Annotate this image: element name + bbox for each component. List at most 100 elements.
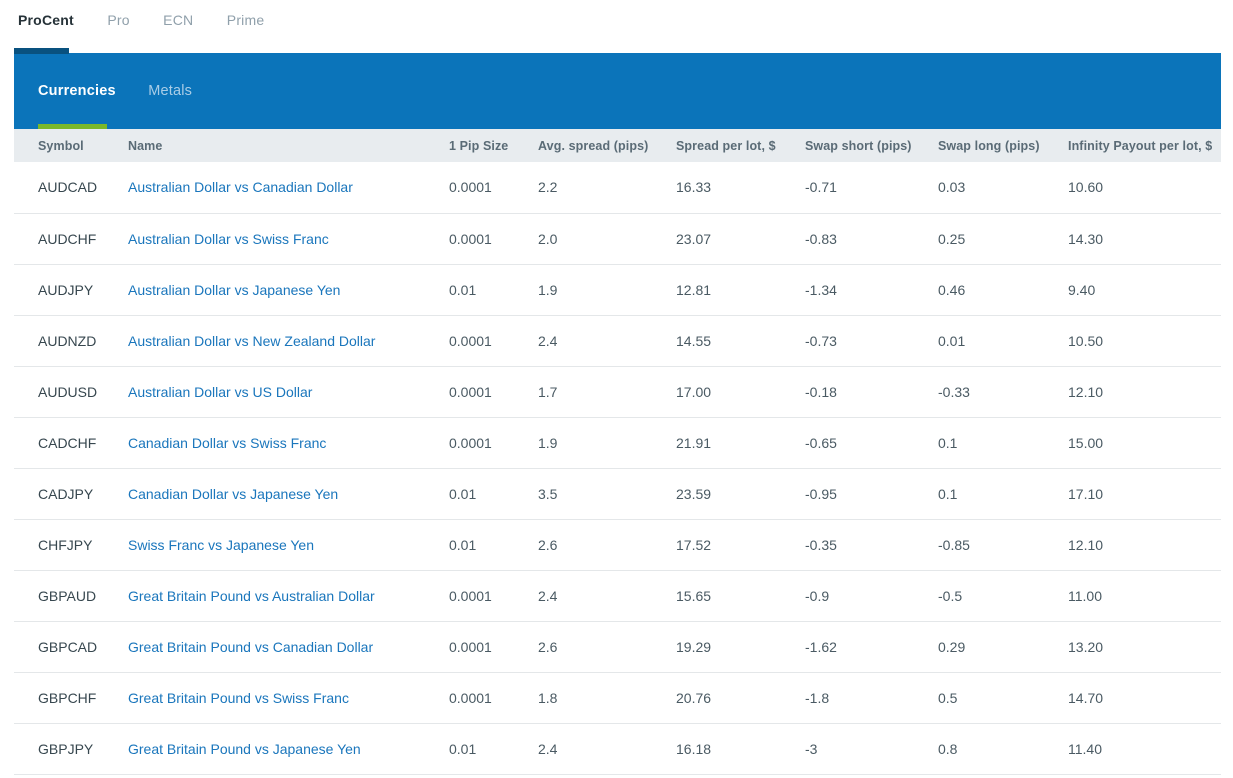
table-row: GBPCADGreat Britain Pound vs Canadian Do… (14, 621, 1221, 672)
tab-ecn[interactable]: ECN (163, 12, 193, 28)
swap-long-cell: 0.29 (938, 621, 1068, 672)
name-cell: Great Britain Pound vs Swiss Franc (128, 672, 449, 723)
swap-short-cell: -0.95 (805, 468, 938, 519)
pip-size-cell: 0.01 (449, 723, 538, 774)
instrument-link[interactable]: Great Britain Pound vs Australian Dollar (128, 588, 375, 604)
avg-spread-cell: 2.4 (538, 570, 676, 621)
instrument-tabs: Currencies Metals (14, 53, 1221, 100)
pip-size-cell: 0.0001 (449, 417, 538, 468)
swap-short-cell: -1.62 (805, 621, 938, 672)
swap-long-cell: 0.1 (938, 417, 1068, 468)
swap-short-cell: -0.9 (805, 570, 938, 621)
swap-short-cell: -0.83 (805, 213, 938, 264)
swap-long-cell: -0.85 (938, 519, 1068, 570)
symbol-cell: GBPCHF (14, 672, 128, 723)
name-cell: Canadian Dollar vs Swiss Franc (128, 417, 449, 468)
avg-spread-cell: 1.8 (538, 672, 676, 723)
instrument-link[interactable]: Australian Dollar vs Swiss Franc (128, 231, 329, 247)
infinity-payout-cell: 17.10 (1068, 468, 1221, 519)
instrument-link[interactable]: Australian Dollar vs New Zealand Dollar (128, 333, 375, 349)
table-row: CADJPYCanadian Dollar vs Japanese Yen0.0… (14, 468, 1221, 519)
symbol-cell: AUDNZD (14, 315, 128, 366)
infinity-payout-cell: 14.30 (1068, 213, 1221, 264)
swap-short-cell: -0.18 (805, 366, 938, 417)
instrument-link[interactable]: Australian Dollar vs US Dollar (128, 384, 312, 400)
avg-spread-cell: 1.9 (538, 417, 676, 468)
pip-size-cell: 0.01 (449, 519, 538, 570)
avg-spread-cell: 2.2 (538, 162, 676, 213)
pip-size-cell: 0.0001 (449, 672, 538, 723)
name-cell: Great Britain Pound vs Canadian Dollar (128, 621, 449, 672)
tab-metals[interactable]: Metals (148, 83, 192, 99)
col-header-symbol: Symbol (14, 129, 128, 162)
table-row: AUDCADAustralian Dollar vs Canadian Doll… (14, 162, 1221, 213)
swap-short-cell: -1.34 (805, 264, 938, 315)
avg-spread-cell: 3.5 (538, 468, 676, 519)
infinity-payout-cell: 12.10 (1068, 366, 1221, 417)
name-cell: Australian Dollar vs Swiss Franc (128, 213, 449, 264)
avg-spread-cell: 2.4 (538, 723, 676, 774)
rates-table-body: AUDCADAustralian Dollar vs Canadian Doll… (14, 162, 1221, 774)
swap-short-cell: -3 (805, 723, 938, 774)
infinity-payout-cell: 11.00 (1068, 570, 1221, 621)
active-instrument-tab-underline (38, 124, 107, 129)
name-cell: Australian Dollar vs Japanese Yen (128, 264, 449, 315)
name-cell: Swiss Franc vs Japanese Yen (128, 519, 449, 570)
swap-short-cell: -0.65 (805, 417, 938, 468)
symbol-cell: GBPAUD (14, 570, 128, 621)
symbol-cell: CADJPY (14, 468, 128, 519)
name-cell: Australian Dollar vs New Zealand Dollar (128, 315, 449, 366)
instrument-link[interactable]: Swiss Franc vs Japanese Yen (128, 537, 314, 553)
swap-short-cell: -0.73 (805, 315, 938, 366)
tab-procent[interactable]: ProCent (18, 12, 74, 28)
tab-currencies[interactable]: Currencies (38, 83, 116, 99)
instrument-link[interactable]: Great Britain Pound vs Swiss Franc (128, 690, 349, 706)
swap-long-cell: 0.46 (938, 264, 1068, 315)
rates-table-header: Symbol Name 1 Pip Size Avg. spread (pips… (14, 129, 1221, 162)
symbol-cell: AUDCHF (14, 213, 128, 264)
symbol-cell: AUDJPY (14, 264, 128, 315)
symbol-cell: CADCHF (14, 417, 128, 468)
infinity-payout-cell: 13.20 (1068, 621, 1221, 672)
name-cell: Great Britain Pound vs Australian Dollar (128, 570, 449, 621)
table-row: GBPCHFGreat Britain Pound vs Swiss Franc… (14, 672, 1221, 723)
instrument-link[interactable]: Australian Dollar vs Japanese Yen (128, 282, 340, 298)
pip-size-cell: 0.01 (449, 264, 538, 315)
name-cell: Great Britain Pound vs Japanese Yen (128, 723, 449, 774)
spread-per-lot-cell: 19.29 (676, 621, 805, 672)
symbol-cell: CHFJPY (14, 519, 128, 570)
spread-per-lot-cell: 20.76 (676, 672, 805, 723)
table-row: CADCHFCanadian Dollar vs Swiss Franc 0.00… (14, 417, 1221, 468)
table-row: AUDCHFAustralian Dollar vs Swiss Franc0.… (14, 213, 1221, 264)
spread-per-lot-cell: 16.33 (676, 162, 805, 213)
table-row: AUDNZDAustralian Dollar vs New Zealand D… (14, 315, 1221, 366)
pip-size-cell: 0.0001 (449, 366, 538, 417)
swap-long-cell: 0.8 (938, 723, 1068, 774)
col-header-swap-long: Swap long (pips) (938, 129, 1068, 162)
instrument-link[interactable]: Great Britain Pound vs Japanese Yen (128, 741, 361, 757)
instrument-link[interactable]: Great Britain Pound vs Canadian Dollar (128, 639, 373, 655)
tab-pro[interactable]: Pro (107, 12, 129, 28)
avg-spread-cell: 2.6 (538, 621, 676, 672)
swap-long-cell: 0.1 (938, 468, 1068, 519)
instrument-link[interactable]: Canadian Dollar vs Swiss Franc (128, 435, 326, 451)
avg-spread-cell: 1.9 (538, 264, 676, 315)
infinity-payout-cell: 12.10 (1068, 519, 1221, 570)
instrument-link[interactable]: Australian Dollar vs Canadian Dollar (128, 179, 353, 195)
swap-long-cell: -0.33 (938, 366, 1068, 417)
symbol-cell: AUDCAD (14, 162, 128, 213)
col-header-avg-spread: Avg. spread (pips) (538, 129, 676, 162)
name-cell: Australian Dollar vs US Dollar (128, 366, 449, 417)
infinity-payout-cell: 9.40 (1068, 264, 1221, 315)
swap-short-cell: -0.71 (805, 162, 938, 213)
spread-per-lot-cell: 17.52 (676, 519, 805, 570)
symbol-cell: GBPJPY (14, 723, 128, 774)
infinity-payout-cell: 10.60 (1068, 162, 1221, 213)
swap-long-cell: 0.03 (938, 162, 1068, 213)
name-cell: Australian Dollar vs Canadian Dollar (128, 162, 449, 213)
spread-per-lot-cell: 15.65 (676, 570, 805, 621)
instrument-link[interactable]: Canadian Dollar vs Japanese Yen (128, 486, 338, 502)
infinity-payout-cell: 11.40 (1068, 723, 1221, 774)
tab-prime[interactable]: Prime (227, 12, 265, 28)
avg-spread-cell: 1.7 (538, 366, 676, 417)
